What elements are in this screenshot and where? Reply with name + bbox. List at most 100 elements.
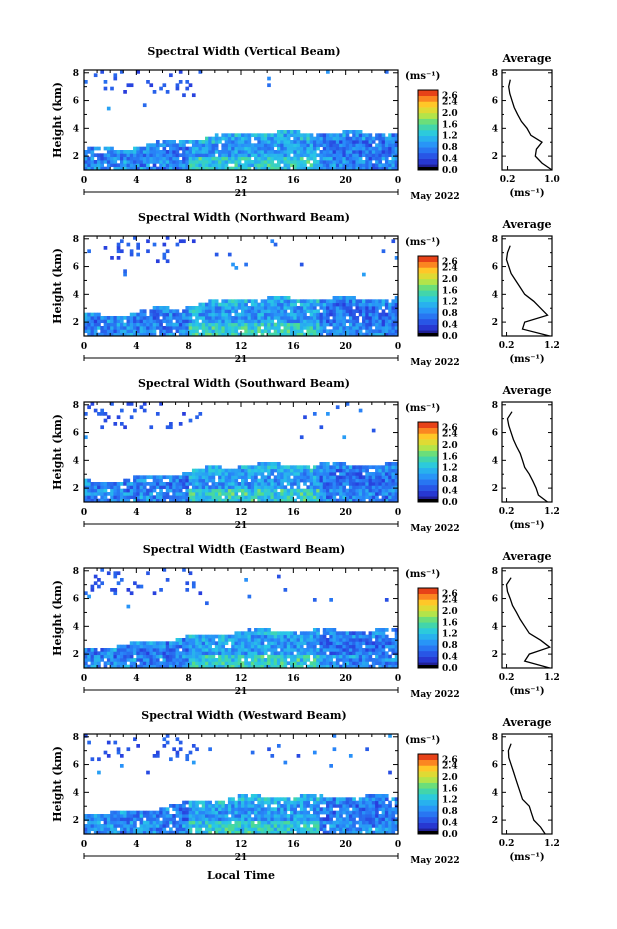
colorbar-tick-label: 1.6 [442, 452, 458, 462]
x-tick-label: 0 [81, 342, 87, 352]
colorbar-tick-label: 1.6 [442, 120, 458, 130]
x-tick-label: 0 [395, 840, 401, 850]
colorbar-tick-label: 1.6 [442, 286, 458, 296]
profile-y-tick-label: 8 [492, 401, 498, 411]
colorbar-tick-label: 2.4 [442, 761, 458, 771]
profile-title: Average [501, 384, 551, 397]
x-tick-label: 8 [186, 342, 192, 352]
x-tick-label: 0 [395, 342, 401, 352]
heatmap-cells [84, 70, 399, 171]
y-tick-label: 8 [73, 401, 79, 411]
colorbar-unit: (ms⁻¹) [405, 569, 440, 580]
colorbar-tick-label: 2.6 [442, 590, 458, 600]
date-label: May 2022 [410, 524, 459, 534]
x-tick-label: 0 [81, 508, 87, 518]
profile-x-tick-label: 1.2 [544, 507, 560, 517]
x-tick-label: 0 [395, 508, 401, 518]
colorbar-tick-label: 2.0 [442, 275, 458, 285]
y-tick-label: 2 [73, 318, 79, 328]
colorbar-unit: (ms⁻¹) [405, 403, 440, 414]
heatmap-cells [84, 402, 399, 503]
date-day: 21 [235, 853, 248, 863]
panel-1: Spectral Width (Vertical Beam)0 4 8 12 16 20 0… [51, 45, 560, 202]
colorbar-tick-label: 2.6 [442, 756, 458, 766]
heatmap-cells [84, 568, 399, 669]
colorbar-tick-label: 2.0 [442, 441, 458, 451]
y-tick-label: 6 [73, 429, 79, 439]
x-tick-label: 0 [81, 176, 87, 186]
colorbar: (ms⁻¹)2.62.4 2.01.6 1.20.8 0.40.0 [405, 569, 458, 674]
profile-y-tick-label: 6 [492, 263, 498, 273]
date-label: May 2022 [410, 192, 459, 202]
colorbar-unit: (ms⁻¹) [405, 71, 440, 82]
colorbar-unit: (ms⁻¹) [405, 735, 440, 746]
profile-y-tick-label: 2 [492, 152, 498, 162]
profile-title: Average [501, 218, 551, 231]
colorbar-tick-label: 0.8 [442, 475, 458, 485]
profile-y-tick-label: 2 [492, 484, 498, 494]
profile-x-label: (ms⁻¹) [509, 520, 544, 531]
y-tick-label: 2 [73, 816, 79, 826]
profile-x-label: (ms⁻¹) [509, 686, 544, 697]
colorbar-tick-label: 0.4 [442, 487, 458, 497]
y-tick-label: 6 [73, 263, 79, 273]
colorbar-tick-label: 0.8 [442, 641, 458, 651]
profile-line [506, 411, 548, 503]
profile-y-tick-label: 8 [492, 235, 498, 245]
colorbar-tick-label: 1.2 [442, 630, 458, 640]
average-profile: Average 2 4 6 8 0.2 1.2(ms⁻¹) [492, 716, 560, 863]
x-tick-label: 0 [395, 674, 401, 684]
x-tick-label: 12 [235, 674, 248, 684]
profile-x-tick-label: 0.2 [499, 839, 515, 849]
x-tick-label: 0 [81, 840, 87, 850]
colorbar-tick-label: 2.6 [442, 258, 458, 268]
colorbar-tick-label: 0.8 [442, 309, 458, 319]
profile-x-tick-label: 0.2 [500, 175, 516, 185]
average-profile: Average 2 4 6 8 0.2 1.2(ms⁻¹) [492, 218, 560, 365]
profile-title: Average [501, 716, 551, 729]
profile-x-tick-label: 1.2 [544, 341, 560, 351]
profile-y-tick-label: 2 [492, 318, 498, 328]
x-tick-label: 4 [133, 508, 139, 518]
colorbar-tick-label: 2.0 [442, 607, 458, 617]
profile-line [507, 743, 546, 835]
profile-title: Average [501, 52, 551, 65]
profile-y-tick-label: 8 [492, 567, 498, 577]
profile-y-tick-label: 2 [492, 650, 498, 660]
colorbar-tick-label: 1.2 [442, 298, 458, 308]
colorbar-tick-label: 0.4 [442, 155, 458, 165]
profile-y-tick-label: 4 [492, 124, 498, 134]
x-tick-label: 12 [235, 176, 248, 186]
y-tick-label: 8 [73, 235, 79, 245]
x-tick-label: 16 [287, 674, 300, 684]
colorbar: (ms⁻¹)2.62.4 2.01.6 1.20.8 0.40.0 [405, 403, 458, 508]
profile-x-tick-label: 1.2 [544, 673, 560, 683]
colorbar-tick-label: 0.8 [442, 807, 458, 817]
date-day: 21 [235, 189, 248, 199]
colorbar-tick-label: 0.0 [442, 664, 458, 674]
colorbar-tick-label: 2.4 [442, 595, 458, 605]
profile-y-tick-label: 4 [492, 456, 498, 466]
colorbar-tick-label: 1.2 [442, 796, 458, 806]
profile-x-label: (ms⁻¹) [509, 354, 544, 365]
x-tick-label: 16 [287, 508, 300, 518]
y-tick-label: 2 [73, 152, 79, 162]
colorbar-unit: (ms⁻¹) [405, 237, 440, 248]
y-tick-label: 8 [73, 69, 79, 79]
colorbar-tick-label: 2.0 [442, 773, 458, 783]
panel-title: Spectral Width (Vertical Beam) [147, 45, 340, 58]
profile-x-tick-label: 0.2 [499, 341, 515, 351]
profile-y-tick-label: 6 [492, 761, 498, 771]
profile-y-tick-label: 6 [492, 97, 498, 107]
x-tick-label: 8 [186, 508, 192, 518]
profile-y-tick-label: 6 [492, 429, 498, 439]
profile-y-tick-label: 4 [492, 622, 498, 632]
colorbar-tick-label: 2.0 [442, 109, 458, 119]
profile-y-tick-label: 8 [492, 733, 498, 743]
y-tick-label: 4 [73, 622, 79, 632]
y-tick-label: 4 [73, 456, 79, 466]
colorbar: (ms⁻¹)2.62.4 2.01.6 1.20.8 0.40.0 [405, 735, 458, 840]
profile-y-tick-label: 4 [492, 290, 498, 300]
colorbar-tick-label: 0.0 [442, 332, 458, 342]
y-tick-label: 8 [73, 733, 79, 743]
